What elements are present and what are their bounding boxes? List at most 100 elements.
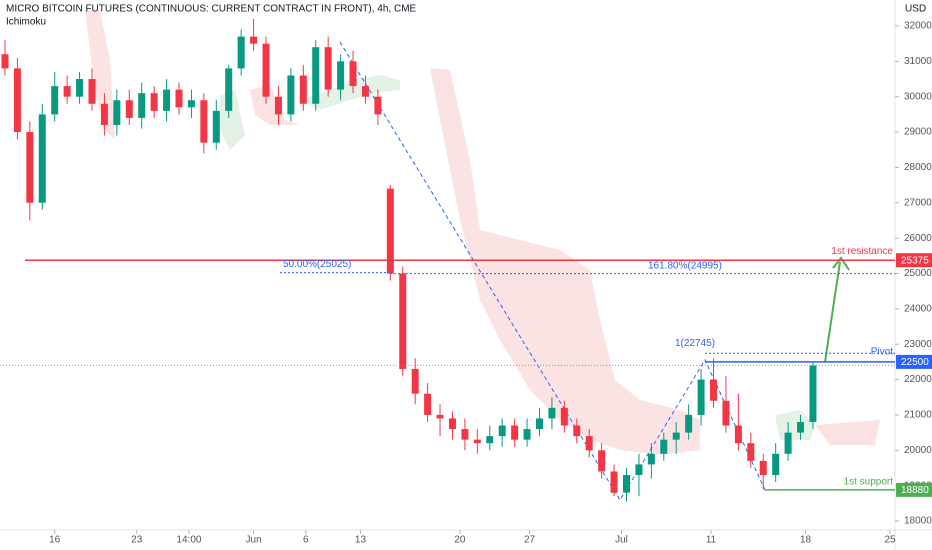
- arrow-shaft: [824, 261, 841, 363]
- x-tick-label: 25: [884, 535, 896, 546]
- y-tick-label: 20000: [904, 445, 932, 456]
- candle-body: [386, 188, 394, 274]
- y-tick-label: 18000: [904, 516, 932, 527]
- levels: 1st resistance 25375 50.00%(25025) 161.80%(…: [25, 246, 932, 497]
- x-tick-label: 20: [454, 535, 466, 546]
- candle-body: [138, 93, 146, 118]
- candle-body: [175, 89, 183, 108]
- candle-body: [361, 86, 369, 97]
- price-tag-label: 18880: [901, 485, 929, 496]
- candle-body: [797, 421, 805, 433]
- candle-body: [312, 47, 320, 104]
- candle-body: [125, 100, 133, 118]
- candle-body: [250, 36, 258, 44]
- candle-body: [610, 471, 618, 493]
- price-tag-label: 25375: [901, 255, 929, 266]
- level-label: 161.80%(24995): [648, 260, 722, 271]
- candle-body: [324, 47, 332, 90]
- x-tick-label: 23: [131, 535, 143, 546]
- candle-body: [262, 43, 270, 97]
- candle-body: [772, 453, 780, 476]
- candle-body: [461, 429, 469, 440]
- indicator-label: Ichimoku: [6, 17, 46, 28]
- y-tick-label: 25000: [904, 268, 932, 279]
- price-tag-label: 22500: [901, 357, 929, 368]
- x-tick-label: 18: [800, 535, 812, 546]
- candle-body: [635, 464, 643, 476]
- x-tick-label: 11: [706, 535, 717, 546]
- candle-body: [399, 273, 407, 369]
- candle-body: [100, 103, 108, 125]
- candle-body: [598, 450, 606, 472]
- candle-body: [411, 368, 419, 394]
- candle-body: [660, 439, 668, 454]
- chart-title: MICRO BITCOIN FUTURES (CONTINUOUS: CURRE…: [6, 4, 417, 15]
- arrow-head: [832, 256, 850, 271]
- candles: [0, 18, 895, 502]
- candle-body: [349, 61, 357, 87]
- candle-body: [237, 36, 245, 69]
- candle-body: [535, 418, 543, 430]
- level-label: 1st resistance: [831, 246, 893, 257]
- x-tick-label: 13: [355, 535, 367, 546]
- y-tick-label: 24000: [904, 303, 932, 314]
- x-tick-label: 27: [524, 535, 536, 546]
- y-tick-label: 31000: [904, 56, 932, 67]
- candle-body: [13, 68, 21, 133]
- candle-body: [187, 100, 195, 108]
- candle-body: [809, 365, 817, 422]
- candle-body: [225, 68, 233, 111]
- y-tick-label: 30000: [904, 91, 932, 102]
- candle-body: [623, 475, 630, 493]
- candle-body: [672, 432, 680, 440]
- candle-body: [200, 100, 208, 143]
- x-tick-label: Jul: [615, 535, 628, 546]
- candle-body: [287, 75, 295, 115]
- candle-body: [486, 436, 494, 444]
- y-tick-label: 28000: [904, 162, 932, 173]
- candle-body: [424, 393, 432, 415]
- x-tick-label: 16: [49, 535, 61, 546]
- candle-body: [722, 400, 730, 426]
- y-tick-label: 22000: [904, 374, 932, 385]
- candle-body: [299, 75, 307, 104]
- candle-body: [560, 407, 568, 426]
- candle-body: [1, 54, 9, 69]
- level-label: 1(22745): [675, 338, 715, 349]
- candle-body: [523, 429, 531, 440]
- cloud-red: [430, 68, 700, 455]
- candle-body: [511, 425, 519, 440]
- candle-body: [473, 439, 481, 444]
- candle-body: [63, 86, 71, 97]
- x-tick-label: 14:00: [176, 535, 201, 546]
- candle-body: [448, 418, 456, 430]
- level-label: Pivot: [871, 347, 893, 358]
- candle-body: [784, 432, 792, 454]
- x-tick-label: 6: [303, 535, 309, 546]
- y-tick-label: 27000: [904, 197, 932, 208]
- cloud-red: [815, 420, 880, 445]
- candle-body: [747, 443, 755, 461]
- price-tag: [896, 482, 932, 497]
- candle-body: [26, 132, 34, 203]
- candle-body: [734, 425, 742, 444]
- currency-label: USD: [905, 4, 926, 15]
- candle-body: [212, 110, 220, 143]
- zigzag-line: [339, 41, 766, 501]
- y-tick-label: 23000: [904, 339, 932, 350]
- price-tag: [896, 354, 932, 369]
- drawing-lines: [339, 41, 766, 501]
- candle-body: [337, 61, 345, 90]
- candle-body: [113, 100, 121, 125]
- arrow: [824, 256, 850, 363]
- candle-body: [374, 96, 382, 115]
- y-tick-label: 32000: [904, 21, 932, 32]
- candle-body: [697, 379, 705, 415]
- candle-body: [647, 453, 655, 465]
- candle-body: [163, 89, 171, 111]
- cloud-green: [775, 410, 815, 440]
- candle-body: [548, 407, 556, 419]
